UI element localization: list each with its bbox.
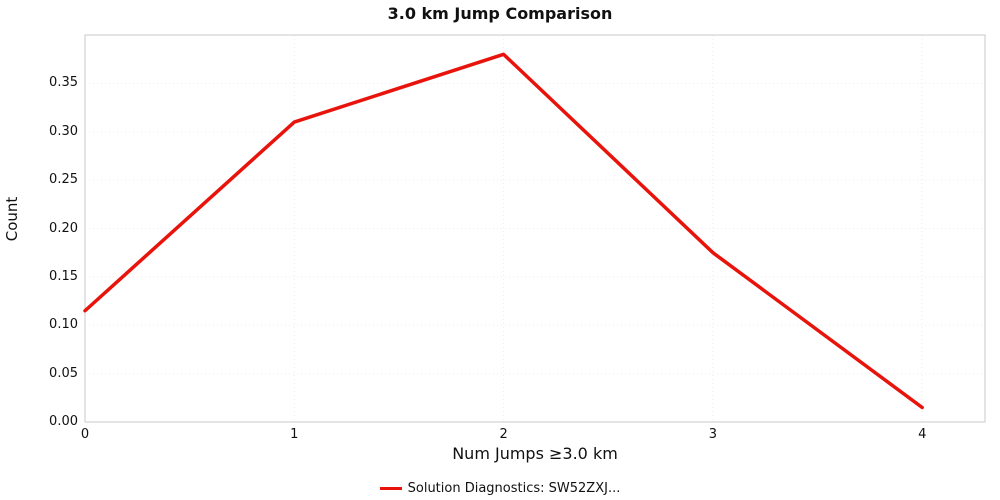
y-tick-label: 0.05 (49, 365, 78, 381)
y-tick-label: 0.10 (49, 317, 78, 333)
x-tick-label: 2 (499, 427, 508, 442)
x-tick-label: 1 (290, 427, 299, 442)
legend-label: Solution Diagnostics: SW52ZXJ... (407, 481, 621, 496)
x-tick-label: 0 (80, 427, 90, 442)
y-tick-label: 0.00 (49, 414, 78, 429)
plot-border (84, 34, 986, 423)
y-tick-label: 0.25 (49, 172, 78, 188)
x-tick-label: 4 (918, 427, 927, 442)
chart-title: 3.0 km Jump Comparison (387, 4, 613, 23)
legend-item[interactable]: Solution Diagnostics: SW52ZXJ... (379, 481, 621, 496)
y-tick-label: 0.30 (49, 123, 78, 139)
y-tick-label: 0.35 (49, 75, 78, 91)
series-line[interactable] (83, 52, 924, 410)
y-tick-label: 0.15 (49, 268, 78, 284)
legend: Solution Diagnostics: SW52ZXJ... (0, 481, 1000, 496)
y-tick-label: 0.20 (49, 220, 78, 236)
x-axis-label: Num Jumps ≥3.0 km (452, 444, 618, 463)
x-tick-label: 3 (708, 427, 718, 442)
legend-line-swatch (379, 487, 402, 490)
